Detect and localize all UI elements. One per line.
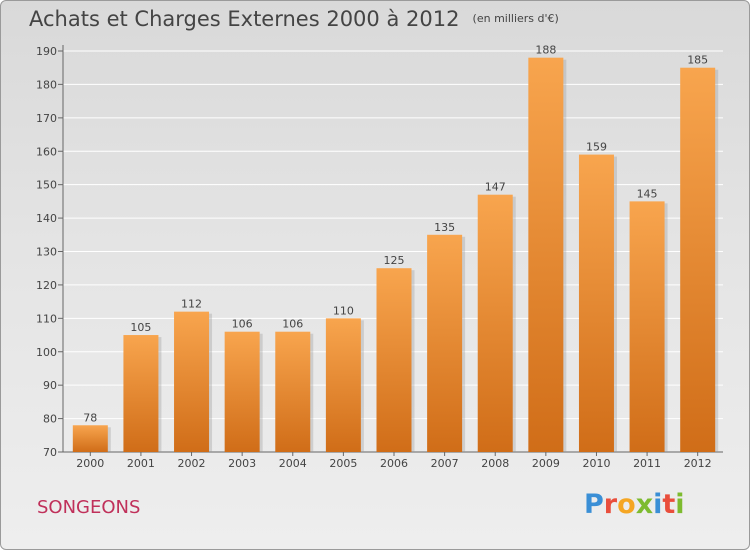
bar	[376, 268, 412, 452]
bar-value-label: 78	[83, 411, 97, 424]
logo-letter: r	[603, 489, 618, 520]
logo-letter: o	[617, 489, 636, 520]
bar	[72, 425, 108, 452]
chart-subtitle: (en milliers d'€)	[472, 12, 559, 25]
x-tick-label: 2001	[127, 457, 155, 470]
y-tick-label: 90	[43, 379, 57, 392]
logo-letter: i	[675, 489, 685, 520]
bar-value-label: 159	[586, 141, 607, 154]
bar	[224, 331, 260, 452]
logo-letter: P	[584, 489, 604, 520]
x-tick-label: 2007	[431, 457, 459, 470]
commune-name: SONGEONS	[37, 497, 141, 518]
bar	[680, 67, 716, 452]
bar	[528, 57, 564, 452]
y-tick-label: 170	[36, 112, 57, 125]
x-tick-label: 2010	[582, 457, 610, 470]
logo-letter: x	[635, 489, 654, 520]
bar	[578, 154, 614, 452]
bar-value-label: 110	[333, 304, 354, 317]
y-tick-label: 140	[36, 212, 57, 225]
y-tick-label: 150	[36, 179, 57, 192]
bar-value-label: 147	[485, 181, 506, 194]
title-row: Achats et Charges Externes 2000 à 2012 (…	[29, 7, 559, 31]
bar-value-label: 185	[687, 54, 708, 67]
x-tick-label: 2004	[279, 457, 307, 470]
y-tick-label: 190	[36, 45, 57, 58]
x-tick-label: 2008	[481, 457, 509, 470]
chart-title: Achats et Charges Externes 2000 à 2012	[29, 7, 460, 31]
x-tick-label: 2002	[178, 457, 206, 470]
y-tick-label: 110	[36, 312, 57, 325]
bar	[427, 234, 463, 452]
bar	[123, 335, 159, 452]
logo-letter: i	[653, 489, 663, 520]
x-tick-label: 2012	[684, 457, 712, 470]
y-tick-label: 180	[36, 78, 57, 91]
y-tick-label: 160	[36, 145, 57, 158]
bar	[477, 194, 513, 453]
y-tick-label: 70	[43, 446, 57, 459]
y-tick-label: 100	[36, 346, 57, 359]
logo-letter: t	[662, 489, 676, 520]
bar-value-label: 135	[434, 221, 455, 234]
bar	[325, 318, 361, 452]
bar-value-label: 112	[181, 298, 202, 311]
x-tick-label: 2003	[228, 457, 256, 470]
x-tick-label: 2000	[76, 457, 104, 470]
x-tick-label: 2011	[633, 457, 661, 470]
y-tick-label: 80	[43, 413, 57, 426]
bar	[629, 201, 665, 452]
bar-value-label: 106	[282, 318, 303, 331]
bar	[275, 331, 311, 452]
bar-value-label: 188	[535, 44, 556, 57]
bar-value-label: 106	[232, 318, 253, 331]
bar-value-label: 105	[130, 321, 151, 334]
x-tick-label: 2006	[380, 457, 408, 470]
x-tick-label: 2009	[532, 457, 560, 470]
axes: 70 80 90 100 110 120 130 140 150 160 170 180 190	[36, 45, 723, 459]
labels: 78 2000 105 2001 112 2002 106 2003 106 2004 110 200…	[76, 44, 711, 470]
bars	[72, 57, 719, 453]
bar	[174, 311, 210, 452]
bar-value-label: 145	[637, 187, 658, 200]
y-tick-label: 130	[36, 246, 57, 259]
proxiti-logo: Proxiti	[584, 489, 685, 520]
y-tick-label: 120	[36, 279, 57, 292]
bar-value-label: 125	[384, 254, 405, 267]
x-tick-label: 2005	[329, 457, 357, 470]
